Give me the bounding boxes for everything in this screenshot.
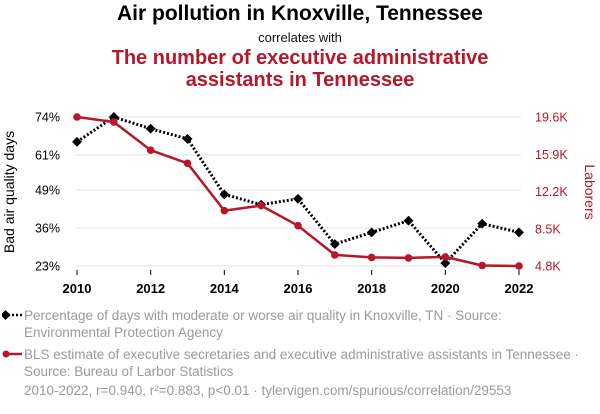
data-point-diamond xyxy=(440,258,451,269)
right-axis-ticks: 19.6K 15.9K 12.2K 8.5K 4.8K xyxy=(535,111,568,274)
left-tick-label: 36% xyxy=(35,222,60,236)
series-line-2 xyxy=(76,115,520,268)
data-point-circle xyxy=(478,261,486,270)
data-point-circle xyxy=(220,206,229,215)
data-point-circle xyxy=(515,262,523,270)
legend-text-2: BLS estimate of executive secretaries an… xyxy=(24,347,580,379)
chart-title: Air pollution in Knoxville, Tennessee xyxy=(116,2,483,25)
right-axis-label: Laborers xyxy=(582,164,598,219)
data-point-circle xyxy=(183,159,192,168)
legend-swatch-solid-circle xyxy=(2,350,22,358)
data-point-diamond xyxy=(477,218,488,229)
data-point-diamond xyxy=(72,136,82,147)
data-point-circle xyxy=(367,253,376,262)
data-point-diamond xyxy=(329,239,340,250)
x-axis-ticks: 2010 2012 2014 2016 2018 2020 2022 xyxy=(63,270,534,296)
right-tick-label: 4.8K xyxy=(535,260,561,274)
left-tick-label: 74% xyxy=(35,111,60,125)
data-point-diamond xyxy=(219,189,230,200)
left-tick-label: 49% xyxy=(35,184,60,198)
grid-lines xyxy=(75,116,521,267)
chart-subtitle: correlates with xyxy=(258,30,342,45)
data-point-circle xyxy=(146,146,155,155)
right-tick-label: 12.2K xyxy=(535,185,568,199)
legend-swatch-dotted-diamond xyxy=(2,310,22,320)
data-point-circle xyxy=(404,254,413,262)
legend-text-1: Percentage of days with moderate or wors… xyxy=(24,308,502,340)
series-group xyxy=(72,112,524,270)
data-point-circle xyxy=(73,113,81,121)
data-point-diamond xyxy=(145,123,156,134)
x-tick-label: 2022 xyxy=(505,281,534,296)
x-tick-label: 2012 xyxy=(136,281,165,296)
right-tick-label: 19.6K xyxy=(535,111,568,125)
data-point-diamond xyxy=(514,227,524,238)
x-tick-label: 2018 xyxy=(357,281,386,296)
right-tick-label: 8.5K xyxy=(535,222,561,236)
x-tick-label: 2016 xyxy=(284,281,313,296)
data-point-diamond xyxy=(403,215,414,226)
x-tick-label: 2014 xyxy=(210,281,240,296)
left-axis-label: Bad air quality days xyxy=(1,131,17,253)
data-point-circle xyxy=(110,118,118,126)
data-point-circle xyxy=(257,201,265,210)
x-tick-label: 2020 xyxy=(431,281,460,296)
data-point-diamond xyxy=(366,227,377,238)
chart-second-title: The number of executive administrative a… xyxy=(111,47,489,91)
left-tick-label: 61% xyxy=(35,148,60,162)
data-point-circle xyxy=(294,221,302,230)
data-point-diamond xyxy=(182,133,193,144)
data-point-circle xyxy=(331,251,339,259)
left-tick-label: 23% xyxy=(35,260,60,274)
right-tick-label: 15.9K xyxy=(535,148,568,162)
x-tick-label: 2010 xyxy=(63,281,92,296)
chart-footer: 2010-2022, r=0.940, r²=0.883, p<0.01 · t… xyxy=(24,383,512,398)
data-point-circle xyxy=(441,253,450,261)
left-axis-ticks: 74% 61% 49% 36% 23% xyxy=(35,111,60,274)
data-point-diamond xyxy=(293,193,303,204)
